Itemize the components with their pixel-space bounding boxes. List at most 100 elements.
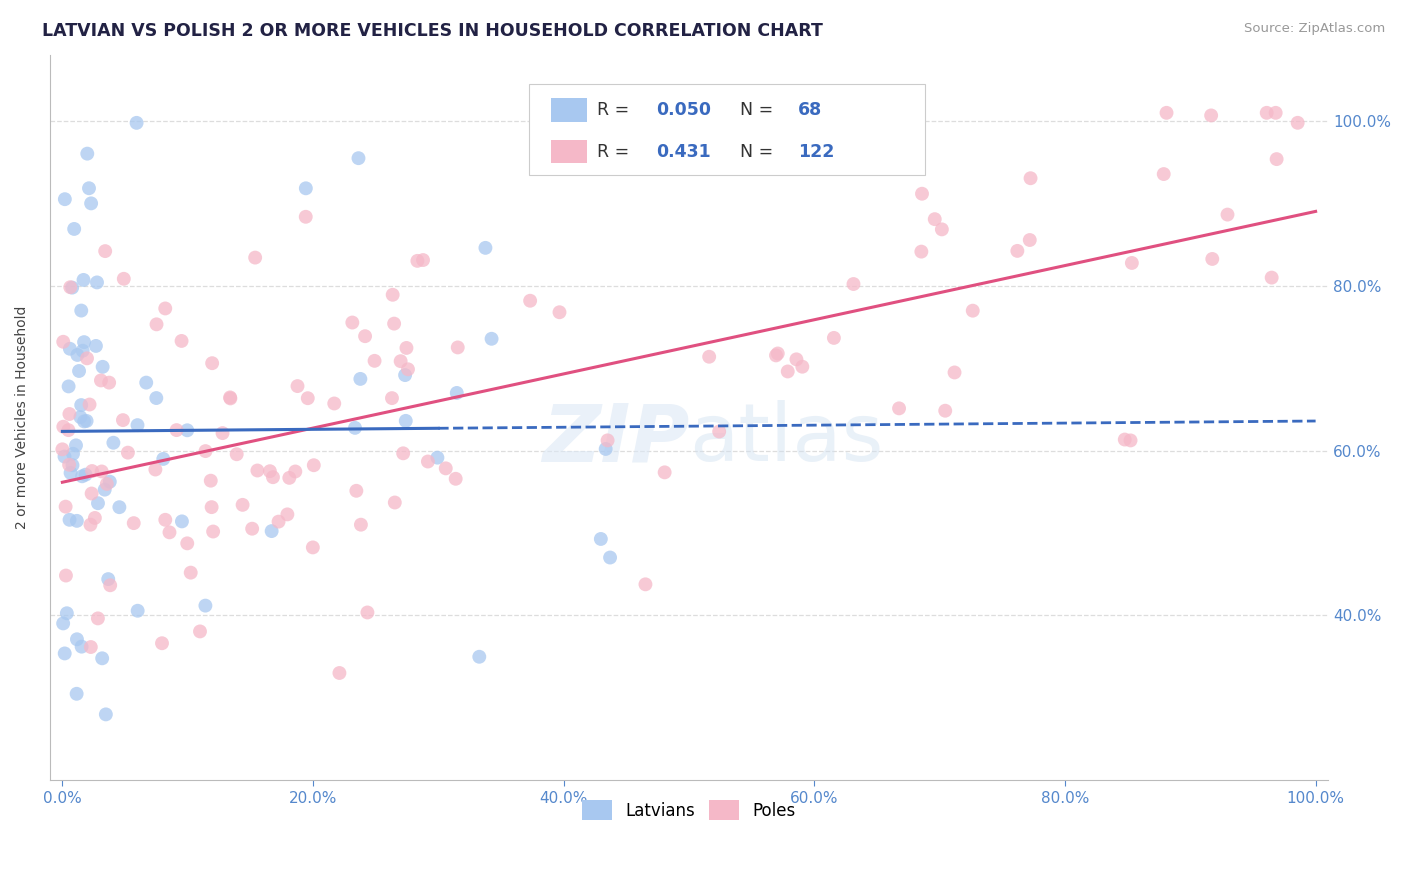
Point (76, 414, 98, 428)
Point (887, 401, 910, 416)
Point (55, 568, 77, 582)
Point (426, 450, 449, 465)
Point (98, 578, 121, 592)
Point (259, 464, 281, 478)
Point (519, 293, 541, 308)
Point (395, 341, 418, 355)
Point (80, 640, 103, 654)
Point (66, 514, 89, 528)
Point (219, 392, 242, 406)
Point (389, 354, 412, 368)
Point (69, 410, 91, 425)
Point (202, 524, 225, 539)
Point (596, 434, 619, 448)
Point (481, 332, 503, 346)
Point (77, 181, 100, 195)
Legend: Latvians, Poles: Latvians, Poles (576, 794, 803, 826)
Point (70, 303, 93, 318)
Point (59, 280, 82, 294)
Point (406, 253, 429, 268)
Point (135, 376, 157, 390)
Point (328, 665, 350, 680)
Point (232, 498, 254, 512)
Y-axis label: 2 or more Vehicles in Household: 2 or more Vehicles in Household (15, 306, 30, 530)
Point (201, 356, 224, 370)
Point (284, 465, 307, 479)
Point (166, 423, 188, 437)
Point (1260, 270, 1282, 285)
Point (302, 458, 325, 473)
Point (444, 472, 467, 486)
Point (934, 403, 956, 417)
Point (176, 423, 198, 437)
Text: 122: 122 (797, 143, 834, 161)
Point (87, 611, 110, 625)
Point (347, 151, 370, 165)
Point (792, 359, 814, 374)
Point (96, 477, 118, 491)
Point (962, 303, 984, 318)
Point (302, 541, 325, 555)
Point (60, 280, 83, 294)
Point (276, 508, 298, 522)
Point (80, 464, 103, 478)
Point (842, 277, 865, 291)
Point (91, 359, 114, 374)
Text: R =: R = (598, 101, 634, 119)
Point (911, 186, 934, 201)
Point (356, 606, 378, 620)
Point (260, 524, 283, 538)
Point (58, 513, 80, 527)
Point (240, 522, 263, 536)
Point (344, 483, 367, 498)
Point (201, 500, 224, 515)
Point (62, 458, 84, 473)
FancyBboxPatch shape (551, 98, 586, 121)
Point (59, 342, 82, 356)
Point (75, 467, 97, 482)
Point (80, 196, 103, 211)
Point (51, 442, 73, 457)
Point (83, 511, 105, 525)
Text: N =: N = (740, 143, 779, 161)
Text: ZIP: ZIP (541, 401, 689, 478)
Point (150, 636, 173, 650)
Point (176, 536, 198, 550)
Point (295, 181, 318, 195)
Point (1121, 256, 1143, 270)
Point (697, 350, 720, 364)
Point (654, 466, 676, 480)
Point (1019, 171, 1042, 186)
Point (155, 301, 177, 316)
Point (416, 454, 439, 468)
Point (589, 532, 612, 546)
Point (1114, 433, 1136, 447)
Point (349, 372, 371, 386)
Text: N =: N = (740, 101, 779, 119)
Point (111, 413, 134, 427)
Point (194, 599, 217, 613)
Point (70, 398, 93, 412)
Point (98, 376, 121, 390)
Point (382, 317, 405, 331)
Point (188, 624, 211, 639)
Point (52, 419, 75, 434)
Point (297, 391, 319, 405)
Point (112, 272, 135, 286)
Point (145, 391, 167, 405)
Point (170, 515, 193, 529)
Point (381, 391, 404, 405)
Point (395, 414, 418, 428)
Point (90, 373, 112, 387)
Text: atlas: atlas (689, 401, 883, 478)
Point (53, 647, 76, 661)
Point (823, 331, 845, 345)
Point (910, 244, 932, 259)
Point (79, 397, 101, 411)
Point (392, 446, 415, 460)
Point (86, 276, 108, 290)
Point (278, 471, 301, 485)
Point (73, 335, 96, 350)
Point (65, 438, 87, 452)
Text: 0.431: 0.431 (655, 143, 710, 161)
